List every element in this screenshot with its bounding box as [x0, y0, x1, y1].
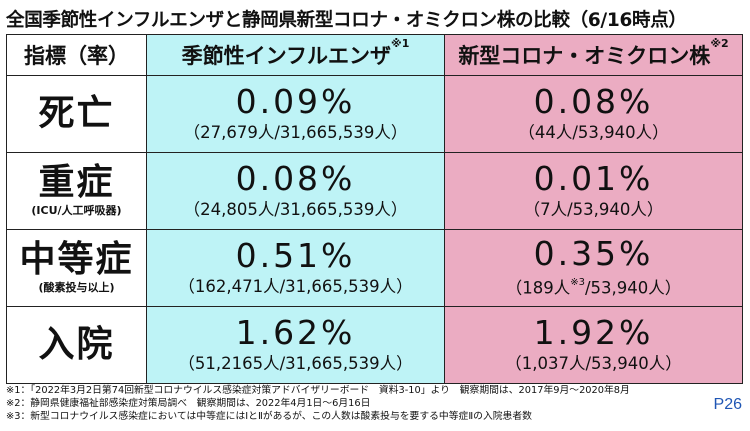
row-sublabel: (酸素投与以上): [38, 281, 115, 294]
flu-rate: 0.08%: [235, 159, 356, 198]
footnote-mark: ※3: [570, 277, 585, 289]
table-row-death: 死亡 0.09% （27,679人/31,665,539人） 0.08% （44…: [6, 75, 743, 153]
table-row-hospitalization: 入院 1.62% （51,2165人/31,665,539人） 1.92% （1…: [6, 306, 743, 384]
flu-count: （51,2165人/31,665,539人）: [178, 354, 413, 373]
flu-column-header: 季節性インフルエンザ※1: [146, 34, 445, 76]
covid-value-cell: 0.35% （189人※3/53,940人）: [444, 229, 743, 307]
covid-count-part: /53,940人）: [584, 278, 682, 298]
flu-value-cell: 0.51% （162,471人/31,665,539人）: [146, 229, 445, 307]
covid-count: （44人/53,940人）: [518, 123, 669, 142]
covid-column-header: 新型コロナ・オミクロン株※2: [444, 34, 743, 76]
index-column-header: 指標（率）: [6, 34, 147, 76]
row-label: 入院: [38, 324, 115, 365]
row-label-cell: 入院: [6, 306, 147, 384]
flu-rate: 0.51%: [235, 236, 356, 275]
table-row-severe: 重症 (ICU/人工呼吸器) 0.08% （24,805人/31,665,539…: [6, 152, 743, 230]
footnotes: ※1：「2022年3月2日第74回新型コロナウイルス感染症対策アドバイザリーボー…: [6, 384, 706, 423]
flu-column-label: 季節性インフルエンザ: [181, 44, 391, 68]
covid-count-part: （189人: [505, 278, 571, 298]
row-label-cell: 死亡: [6, 75, 147, 153]
covid-rate: 0.08%: [533, 82, 654, 121]
row-label-cell: 中等症 (酸素投与以上): [6, 229, 147, 307]
covid-rate: 0.01%: [533, 159, 654, 198]
row-label: 死亡: [38, 93, 115, 134]
row-sublabel: (ICU/人工呼吸器): [31, 204, 122, 217]
covid-column-label: 新型コロナ・オミクロン株: [458, 44, 711, 68]
table-row-moderate: 中等症 (酸素投与以上) 0.51% （162,471人/31,665,539人…: [6, 229, 743, 307]
covid-rate: 1.92%: [533, 313, 654, 352]
covid-count: （1,037人/53,940人）: [505, 354, 682, 373]
covid-count: （189人※3/53,940人）: [445, 274, 742, 300]
flu-value-cell: 1.62% （51,2165人/31,665,539人）: [146, 306, 445, 384]
page-number: P26: [713, 396, 742, 413]
covid-value-cell: 1.92% （1,037人/53,940人）: [444, 306, 743, 384]
row-label-cell: 重症 (ICU/人工呼吸器): [6, 152, 147, 230]
covid-footnote-mark: ※2: [710, 37, 729, 50]
footnote-1: ※1：「2022年3月2日第74回新型コロナウイルス感染症対策アドバイザリーボー…: [6, 385, 630, 396]
row-label: 重症: [38, 162, 115, 203]
table-header-row: 指標（率） 季節性インフルエンザ※1 新型コロナ・オミクロン株※2: [6, 34, 743, 76]
flu-rate: 1.62%: [235, 313, 356, 352]
covid-count: （7人/53,940人）: [523, 200, 664, 219]
flu-count: （27,679人/31,665,539人）: [183, 123, 408, 142]
flu-count: （162,471人/31,665,539人）: [178, 277, 413, 296]
covid-value-cell: 0.01% （7人/53,940人）: [444, 152, 743, 230]
page-title: 全国季節性インフルエンザと静岡県新型コロナ・オミクロン株の比較（6/16時点）: [6, 10, 687, 31]
row-label: 中等症: [19, 239, 134, 280]
flu-value-cell: 0.09% （27,679人/31,665,539人）: [146, 75, 445, 153]
flu-rate: 0.09%: [235, 82, 356, 121]
footnote-3: ※3：新型コロナウイルス感染症においては中等症にはⅠとⅡがあるが、この人数は酸素…: [6, 411, 532, 422]
flu-footnote-mark: ※1: [391, 37, 410, 50]
flu-value-cell: 0.08% （24,805人/31,665,539人）: [146, 152, 445, 230]
footnote-2: ※2：静岡県健康福祉部感染症対策局調べ 観察期間は、2022年4月1日～6月16…: [6, 398, 371, 409]
covid-value-cell: 0.08% （44人/53,940人）: [444, 75, 743, 153]
flu-count: （24,805人/31,665,539人）: [183, 200, 408, 219]
comparison-table: 指標（率） 季節性インフルエンザ※1 新型コロナ・オミクロン株※2 死亡 0.0…: [6, 34, 743, 384]
covid-rate: 0.35%: [533, 234, 654, 274]
